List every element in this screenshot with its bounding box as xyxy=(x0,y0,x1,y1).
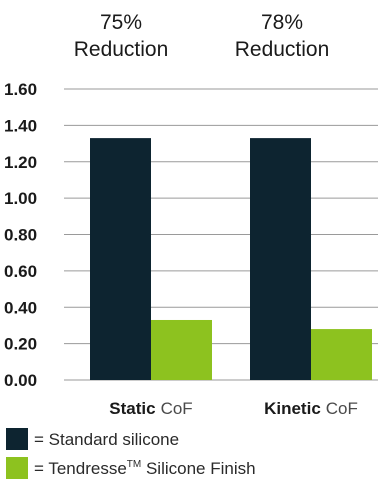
bar-tendresse-finish-1 xyxy=(311,329,372,380)
bars xyxy=(90,138,372,380)
y-tick-label: 0.00 xyxy=(4,371,37,390)
legend-series-name: Standard silicone xyxy=(49,430,179,449)
x-category-label: Static CoF xyxy=(109,399,192,418)
category-name: Kinetic xyxy=(264,399,321,418)
y-tick-label: 0.60 xyxy=(4,262,37,281)
y-tick-label: 1.40 xyxy=(4,116,37,135)
y-tick-label: 0.80 xyxy=(4,226,37,245)
bar-standard-silicone-1 xyxy=(250,138,311,380)
x-category-label: Kinetic CoF xyxy=(264,399,358,418)
legend-equals: = xyxy=(34,459,48,478)
legend-equals: = xyxy=(34,430,49,449)
y-tick-label: 0.20 xyxy=(4,335,37,354)
category-unit: CoF xyxy=(161,399,193,418)
legend-trademark: TM xyxy=(127,459,141,470)
reduction-label: Reduction xyxy=(74,38,169,61)
legend: = Standard silicone= TendresseTM Silicon… xyxy=(6,428,256,479)
bar-standard-silicone-0 xyxy=(90,138,151,380)
bar-tendresse-finish-0 xyxy=(151,319,212,380)
legend-swatch-1 xyxy=(6,457,28,479)
y-tick-label: 1.60 xyxy=(4,80,37,99)
category-name: Static xyxy=(109,399,155,418)
legend-series-suffix: Silicone Finish xyxy=(141,459,255,478)
legend-label: = Standard silicone xyxy=(34,430,179,449)
y-tick-label: 1.00 xyxy=(4,189,37,208)
y-tick-label: 0.40 xyxy=(4,298,37,317)
legend-swatch-0 xyxy=(6,428,28,450)
y-axis-ticks: 0.00 0.20 0.40 0.60 0.80 1.00 1.20 1.40 1.60 xyxy=(4,80,37,390)
category-unit: CoF xyxy=(326,399,358,418)
legend-label: = TendresseTM Silicone Finish xyxy=(34,459,256,478)
legend-series-name: Tendresse xyxy=(48,459,126,478)
reduction-label: Reduction xyxy=(235,38,330,61)
x-axis-labels: Static CoF Kinetic CoF xyxy=(109,399,358,418)
reduction-percent: 78% xyxy=(261,11,303,34)
reduction-annotations: 75% Reduction 78% Reduction xyxy=(74,11,330,61)
reduction-percent: 75% xyxy=(100,11,142,34)
y-tick-label: 1.20 xyxy=(4,153,37,172)
